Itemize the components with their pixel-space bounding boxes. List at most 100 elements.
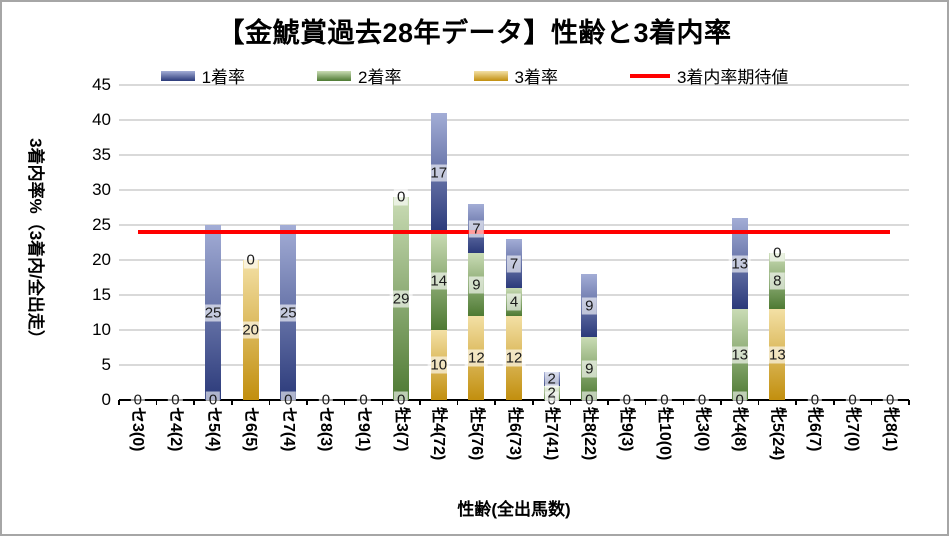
data-label: 0 — [770, 244, 785, 262]
data-label: 13 — [728, 255, 752, 272]
data-label: 0 — [318, 391, 334, 409]
x-tick-label: セ6(5) — [242, 407, 260, 452]
x-axis-tick — [833, 400, 835, 405]
x-axis-line — [119, 399, 909, 401]
data-label: 0 — [168, 391, 183, 409]
legend-label: 3着率 — [514, 68, 558, 87]
data-label: 0 — [732, 391, 747, 409]
data-label: 0 — [883, 391, 898, 409]
legend-item: 2着率 — [317, 63, 402, 88]
y-tick-label: 25 — [92, 215, 111, 234]
data-label: 2 — [544, 384, 559, 402]
data-label: 9 — [582, 297, 597, 314]
x-axis-tick — [757, 400, 760, 405]
x-tick-label: 牡6(73) — [505, 407, 523, 461]
x-axis-tick — [456, 400, 459, 405]
data-label: 9 — [469, 276, 484, 293]
x-axis-tick — [795, 400, 797, 405]
x-tick-label: 牝8(1) — [881, 407, 899, 452]
y-tick-label: 5 — [101, 355, 111, 374]
data-label: 8 — [770, 272, 785, 290]
x-tick-label: セ8(3) — [317, 407, 335, 452]
x-axis-tick — [306, 400, 308, 405]
x-tick-label: 牝4(8) — [731, 407, 749, 452]
x-tick-label: 牝5(24) — [768, 407, 786, 461]
gridline — [119, 119, 909, 121]
data-label: 0 — [393, 188, 409, 206]
data-label: 12 — [465, 349, 488, 367]
data-label: 0 — [582, 391, 597, 409]
legend-bar-swatch-icon — [160, 70, 195, 81]
data-label: 7 — [469, 220, 484, 237]
data-label: 25 — [276, 304, 300, 321]
data-label: 0 — [807, 391, 823, 409]
y-tick-label: 10 — [92, 320, 111, 339]
x-tick-label: 牡8(22) — [580, 407, 598, 461]
data-label: 0 — [356, 391, 371, 409]
data-label: 12 — [502, 349, 526, 367]
data-label: 0 — [205, 391, 221, 409]
y-axis-title: 3着内率%（3着内/全出走） — [25, 138, 45, 347]
x-axis-tick — [118, 400, 120, 405]
x-tick-label: セ7(4) — [279, 407, 297, 452]
x-axis-tick — [419, 400, 421, 405]
x-axis-tick — [908, 400, 910, 405]
x-axis-tick — [155, 400, 158, 405]
x-tick-label: セ9(1) — [355, 407, 373, 452]
x-tick-label: 牡4(72) — [430, 407, 448, 461]
data-label: 13 — [765, 346, 789, 363]
data-label: 20 — [239, 321, 262, 339]
data-label: 0 — [393, 391, 409, 409]
data-label: 0 — [619, 391, 635, 409]
x-axis-tick — [870, 400, 873, 405]
x-tick-label: セ4(2) — [166, 407, 184, 452]
x-tick-label: セ5(4) — [204, 407, 222, 452]
legend: 1着率 2着率 3着率 3着内率期待値 — [2, 63, 947, 88]
data-label: 17 — [427, 164, 451, 181]
data-label: 29 — [389, 290, 413, 307]
expected-value-line — [137, 230, 891, 234]
x-tick-label: 牡3(7) — [392, 407, 410, 452]
y-tick-label: 35 — [92, 145, 111, 164]
data-label: 0 — [657, 391, 672, 409]
x-axis-tick — [607, 400, 609, 405]
gridline — [119, 189, 909, 191]
legend-label: 1着率 — [201, 68, 246, 87]
plot-area: 0 セ3(0) 0 セ4(2) 0 25 セ5(4) 20 0 セ6(5) 0 25 セ7(4) 0 セ8(… — [118, 84, 910, 460]
y-tick-label: 0 — [101, 390, 111, 409]
x-axis-tick — [268, 400, 271, 405]
data-label: 7 — [506, 255, 522, 272]
data-label: 4 — [506, 293, 522, 311]
legend-bar-swatch-icon — [317, 70, 352, 81]
chart-title: 【金鯱賞過去28年データ】性齢と3着内率 — [217, 18, 732, 48]
data-label: 0 — [281, 391, 296, 409]
y-tick-label: 30 — [92, 180, 111, 199]
y-tick-label: 40 — [92, 110, 111, 129]
x-tick-label: 牝6(7) — [806, 407, 824, 452]
data-label: 0 — [243, 251, 258, 269]
legend-label: 2着率 — [358, 68, 402, 87]
x-tick-label: セ3(0) — [129, 407, 147, 452]
x-axis-tick — [193, 400, 195, 405]
x-axis-tick — [231, 400, 233, 405]
legend-bar-swatch-icon — [473, 70, 508, 81]
x-tick-label: 牝3(0) — [693, 407, 711, 452]
legend-item: 1着率 — [160, 63, 246, 88]
legend-item: 3着内率期待値 — [629, 63, 789, 88]
x-tick-label: 牡5(76) — [467, 407, 485, 461]
data-label: 10 — [427, 356, 451, 374]
x-axis-tick — [682, 400, 685, 405]
x-axis-tick — [343, 400, 346, 405]
y-tick-label: 45 — [92, 75, 111, 94]
x-tick-label: 牡10(0) — [655, 407, 673, 461]
data-label: 0 — [130, 391, 145, 409]
legend-item: 3着率 — [473, 63, 558, 88]
y-tick-label: 20 — [92, 250, 111, 269]
legend-label: 3着内率期待値 — [676, 68, 789, 87]
legend-line-swatch-icon — [629, 73, 670, 78]
x-axis-tick — [381, 400, 384, 405]
y-tick-label: 15 — [92, 285, 111, 304]
data-label: 9 — [582, 360, 597, 377]
x-tick-label: 牡7(41) — [543, 407, 561, 461]
